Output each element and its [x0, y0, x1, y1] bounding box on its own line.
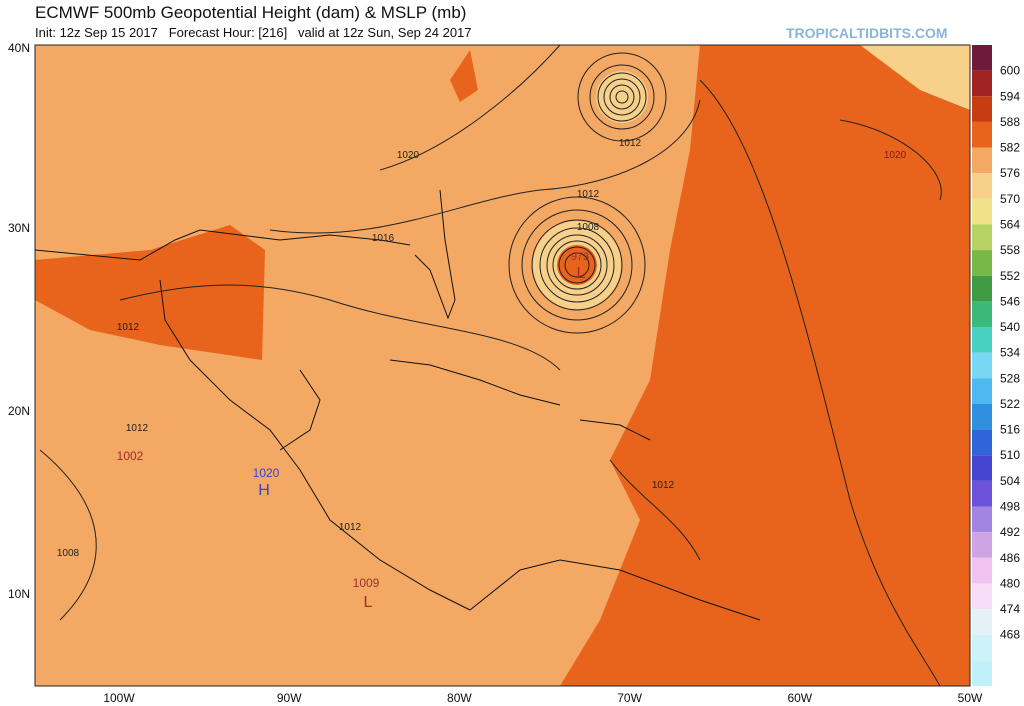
colorbar-band — [972, 173, 992, 199]
lon-label: 70W — [617, 691, 642, 705]
lon-label: 100W — [103, 691, 135, 705]
lat-label: 10N — [8, 587, 30, 601]
pressure-label: 1008 — [57, 548, 80, 559]
colorbar-label: 582 — [1000, 141, 1020, 155]
colorbar-band — [972, 660, 992, 686]
colorbar-band — [972, 506, 992, 533]
colorbar-band — [972, 532, 992, 558]
colorbar-label: 594 — [1000, 89, 1020, 103]
ridge-field — [560, 45, 970, 686]
colorbar-band — [972, 403, 992, 430]
colorbar-band — [972, 634, 992, 661]
pressure-label: 1012 — [577, 189, 600, 200]
colorbar-band — [972, 583, 992, 610]
pressure-label: 1020 — [253, 466, 280, 480]
colorbar-band — [972, 45, 992, 71]
pressure-label: 1002 — [117, 449, 144, 463]
colorbar-band — [972, 301, 992, 328]
pressure-label: 1012 — [126, 423, 149, 434]
colorbar-label: 522 — [1000, 397, 1020, 411]
colorbar-band — [972, 480, 992, 507]
low-core-inner — [557, 245, 597, 285]
pressure-label: 1020 — [884, 150, 907, 161]
lon-label: 50W — [958, 691, 983, 705]
colorbar-band — [972, 327, 992, 353]
pressure-label: L — [364, 594, 373, 611]
watermark: TROPICALTIDBITS.COM — [786, 25, 948, 41]
colorbar-label: 576 — [1000, 166, 1020, 180]
pressure-label: 1008 — [577, 222, 600, 233]
pressure-label: 1012 — [117, 322, 140, 333]
pressure-label: 1012 — [619, 138, 642, 149]
subtitle: Init: 12z Sep 15 2017 Forecast Hour: [21… — [35, 25, 472, 40]
lon-label: 80W — [447, 691, 472, 705]
colorbar-band — [972, 250, 992, 276]
coastlines — [34, 189, 761, 621]
ne-field — [450, 50, 478, 102]
colorbar-band — [972, 429, 992, 456]
colorbar-label: 600 — [1000, 64, 1020, 78]
colorbar-label: 510 — [1000, 448, 1020, 462]
colorbar-band — [972, 275, 992, 302]
map — [34, 44, 970, 687]
colorbar-label: 498 — [1000, 500, 1020, 514]
pressure-label: 1016 — [372, 233, 395, 244]
colorbar-band — [972, 557, 992, 584]
colorbar-label: 528 — [1000, 371, 1020, 385]
gulf-field — [35, 225, 265, 360]
colorbar-label: 552 — [1000, 269, 1020, 283]
pressure-label: 1009 — [353, 576, 380, 590]
colorbar-label: 474 — [1000, 602, 1020, 616]
colorbar-label: 492 — [1000, 525, 1020, 539]
colorbar-label: 504 — [1000, 474, 1020, 488]
contours — [39, 44, 942, 687]
colorbar-label: 564 — [1000, 217, 1020, 231]
lat-label: 40N — [8, 41, 30, 55]
colorbar-band — [972, 70, 992, 97]
colorbar-label: 480 — [1000, 576, 1020, 590]
lon-label: 60W — [787, 691, 812, 705]
colorbar-label: 534 — [1000, 346, 1020, 360]
pressure-label: 1012 — [652, 480, 675, 491]
lon-label: 90W — [277, 691, 302, 705]
colorbar-band — [972, 224, 992, 251]
colorbar-band — [972, 609, 992, 635]
colorbar-label: 558 — [1000, 243, 1020, 257]
colorbar-label: 516 — [1000, 423, 1020, 437]
pressure-label: 1020 — [397, 150, 420, 161]
colorbar-band — [972, 198, 992, 225]
yellow-field — [860, 45, 970, 110]
lat-label: 30N — [8, 221, 30, 235]
pressure-label: 973 — [571, 251, 589, 263]
pressure-label: H — [258, 482, 270, 499]
title: ECMWF 500mb Geopotential Height (dam) & … — [35, 3, 467, 22]
pressure-label: L — [577, 265, 586, 282]
colorbar-band — [972, 121, 992, 148]
colorbar-label: 588 — [1000, 115, 1020, 129]
map-frame — [34, 44, 971, 687]
colorbar-band — [972, 147, 992, 174]
colorbar-band — [972, 455, 992, 481]
colorbar-label: 486 — [1000, 551, 1020, 565]
colorbar-label: 546 — [1000, 294, 1020, 308]
colorbar-label: 570 — [1000, 192, 1020, 206]
lat-label: 20N — [8, 404, 30, 418]
colorbar-band — [972, 96, 992, 122]
pressure-label: 1012 — [339, 522, 362, 533]
colorbar-label: 540 — [1000, 320, 1020, 334]
colorbar-band — [972, 378, 992, 404]
colorbar-label: 468 — [1000, 628, 1020, 642]
colorbar-band — [972, 352, 992, 379]
